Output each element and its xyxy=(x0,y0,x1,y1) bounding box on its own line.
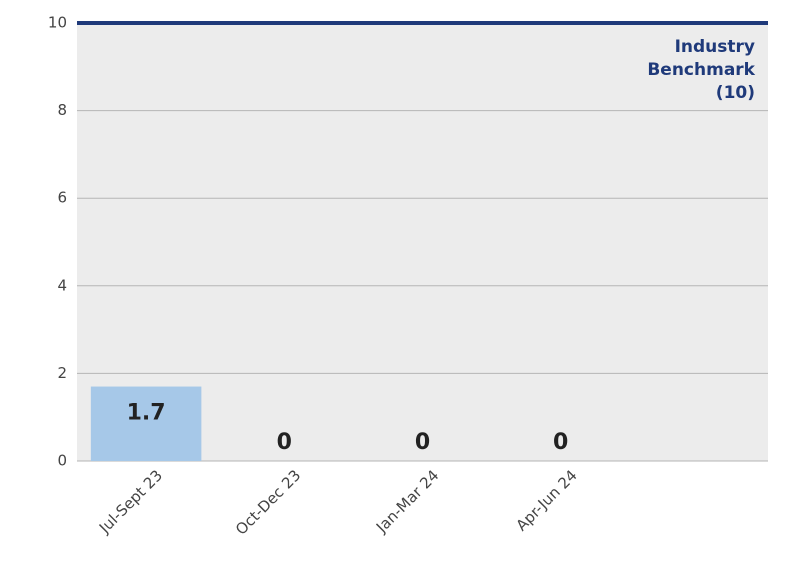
benchmark-label: (10) xyxy=(716,83,755,103)
x-tick-label: Jul-Sept 23 xyxy=(95,466,166,537)
y-tick-label: 4 xyxy=(57,276,67,294)
x-tick-label: Apr-Jun 24 xyxy=(512,466,580,534)
x-tick-label: Jan-Mar 24 xyxy=(372,466,443,537)
y-tick-label: 10 xyxy=(48,14,67,32)
value-label: 0 xyxy=(277,430,292,455)
bar xyxy=(90,386,202,461)
x-tick-label: Oct-Dec 23 xyxy=(232,466,304,538)
y-tick-label: 0 xyxy=(57,452,67,470)
y-tick-label: 8 xyxy=(57,101,67,119)
value-label: 1.7 xyxy=(127,401,166,426)
value-label: 0 xyxy=(415,430,430,455)
benchmark-label: Industry xyxy=(675,37,755,57)
y-tick-label: 6 xyxy=(57,189,67,207)
value-label: 0 xyxy=(553,430,568,455)
y-tick-label: 2 xyxy=(57,364,67,382)
benchmark-label: Benchmark xyxy=(647,60,755,80)
